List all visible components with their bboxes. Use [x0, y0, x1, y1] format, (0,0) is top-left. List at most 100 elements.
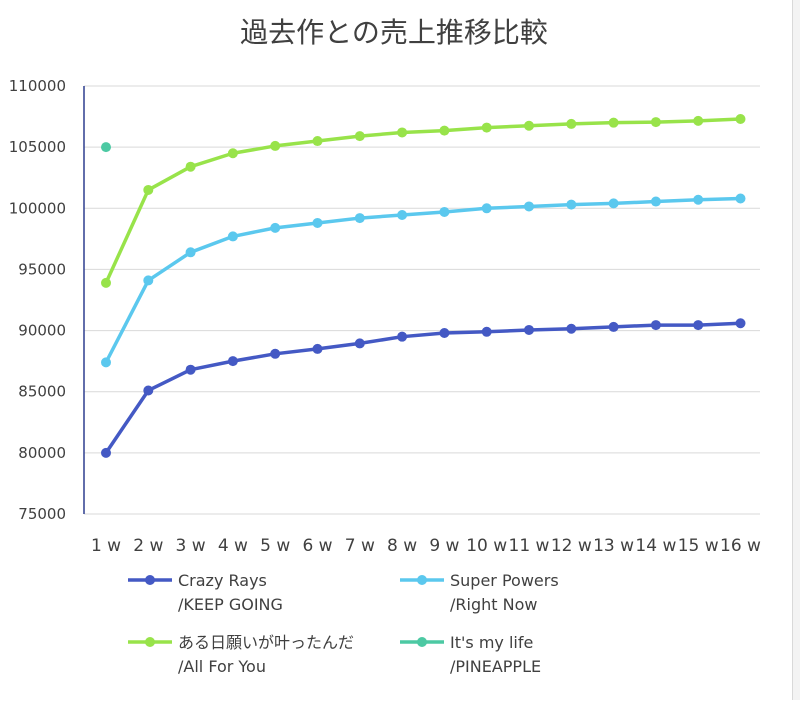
legend-label: Crazy Rays	[178, 571, 267, 590]
data-point	[608, 117, 619, 128]
data-point	[735, 318, 746, 329]
data-point	[101, 277, 111, 288]
x-tick-label: 14 w	[635, 536, 676, 556]
legend-item: Super Powers/Right Now	[400, 571, 559, 614]
data-point	[650, 196, 661, 207]
data-point	[354, 338, 365, 349]
legend-label: It's my life	[450, 633, 533, 652]
y-tick-label: 100000	[9, 199, 66, 217]
data-point	[566, 199, 577, 210]
data-point	[650, 117, 661, 128]
x-tick-label: 11 w	[509, 536, 550, 556]
data-point	[227, 231, 238, 242]
legend-swatch-marker	[417, 575, 427, 585]
y-tick-label: 85000	[18, 383, 66, 401]
data-point	[481, 122, 492, 133]
data-point	[143, 184, 154, 195]
legend-item: Crazy Rays/KEEP GOING	[128, 571, 283, 614]
legend-item: It's my life/PINEAPPLE	[400, 633, 541, 676]
series-3	[101, 114, 746, 288]
legend-label: /PINEAPPLE	[450, 657, 541, 676]
data-point	[481, 203, 492, 214]
data-point	[101, 447, 111, 458]
x-tick-label: 16 w	[720, 536, 761, 556]
legend-label: /All For You	[178, 657, 266, 676]
y-tick-label: 95000	[18, 260, 66, 278]
legend-swatch-marker	[145, 637, 155, 647]
data-point	[439, 328, 450, 339]
data-point	[270, 348, 281, 359]
data-point	[101, 142, 111, 153]
x-tick-label: 3 w	[176, 536, 206, 556]
data-point	[608, 198, 619, 209]
data-point	[439, 206, 450, 217]
series-1	[101, 318, 746, 458]
data-point	[312, 136, 323, 147]
data-point	[312, 343, 323, 354]
data-point	[270, 222, 281, 233]
data-point	[185, 247, 196, 258]
data-point	[397, 331, 408, 342]
data-point	[227, 356, 238, 367]
series-line	[104, 117, 743, 285]
series-4	[101, 142, 111, 153]
data-point	[397, 127, 408, 138]
data-point	[185, 364, 196, 375]
data-point	[143, 275, 154, 286]
data-point	[608, 321, 619, 332]
legend-swatch-marker	[417, 637, 427, 647]
x-tick-label: 4 w	[218, 536, 248, 556]
legend-label: Super Powers	[450, 571, 559, 590]
data-point	[227, 148, 238, 159]
x-tick-label: 8 w	[387, 536, 417, 556]
data-point	[566, 118, 577, 129]
side-scroll-strip	[792, 0, 800, 700]
series-line	[104, 321, 743, 455]
data-point	[693, 194, 704, 205]
x-tick-label: 12 w	[551, 536, 592, 556]
data-point	[735, 114, 746, 125]
data-point	[101, 357, 111, 368]
y-tick-label: 105000	[9, 138, 66, 156]
data-point	[397, 210, 408, 221]
legend-label: /Right Now	[450, 595, 537, 614]
legend: Crazy Rays/KEEP GOING Super Powers/Right …	[128, 571, 559, 676]
data-point	[650, 320, 661, 331]
gridlines	[84, 85, 760, 515]
data-point	[566, 323, 577, 334]
data-point	[354, 213, 365, 224]
data-point	[481, 326, 492, 337]
data-point	[524, 120, 534, 131]
x-tick-label: 13 w	[593, 536, 634, 556]
data-point	[735, 193, 746, 204]
data-point	[693, 320, 704, 331]
y-tick-label: 110000	[9, 77, 66, 95]
x-tick-label: 15 w	[678, 536, 719, 556]
x-tick-label: 7 w	[345, 536, 375, 556]
data-point	[693, 115, 704, 126]
x-tick-label: 9 w	[429, 536, 459, 556]
data-point	[439, 125, 450, 136]
legend-label: ある日願いが叶ったんだ	[178, 633, 354, 652]
series-line	[104, 196, 743, 365]
y-tick-label: 75000	[18, 505, 66, 523]
x-tick-label: 6 w	[302, 536, 332, 556]
data-point	[354, 131, 365, 142]
legend-label: /KEEP GOING	[178, 595, 283, 614]
data-point	[143, 385, 154, 396]
data-point	[312, 217, 323, 228]
x-tick-label: 5 w	[260, 536, 290, 556]
y-tick-label: 80000	[18, 444, 66, 462]
data-point	[185, 161, 196, 172]
chart-title: 過去作との売上推移比較	[240, 16, 548, 49]
series-layer	[101, 114, 746, 458]
legend-swatch-marker	[145, 575, 155, 585]
legend-item: ある日願いが叶ったんだ/All For You	[128, 633, 354, 676]
x-tick-label: 1 w	[91, 536, 121, 556]
series-2	[101, 193, 746, 368]
data-point	[270, 140, 281, 151]
data-point	[524, 324, 534, 335]
axes: 75000 80000 85000 90000 95000 100000 105000 110…	[9, 77, 761, 556]
